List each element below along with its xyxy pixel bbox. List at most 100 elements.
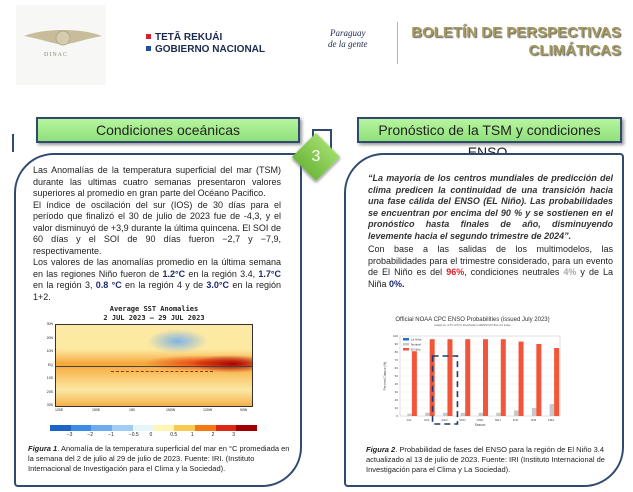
page-number: 3 [311,148,321,165]
x-tick-label: FMA [548,418,554,422]
legend-label: Neutral [411,343,421,347]
bar-el-nino [483,339,488,416]
right-panel [344,153,624,487]
bar-el-nino [500,339,506,416]
left-panel [14,153,302,487]
bar-neutral [425,412,430,416]
colorbar-swatch [70,425,92,431]
colorbar-label: 0 [149,432,153,438]
y-tick-label: 70 [395,358,399,362]
colorbar-label: 2 [211,432,215,438]
colorbar-label: −0.5 [128,432,139,438]
slogan-line2: de la gente [328,39,368,49]
colorbar-swatch [50,425,71,431]
map-lon-labels: 120E 150E 180 150W 120W 90W [55,408,253,414]
lat-label: 30S [46,403,53,407]
colorbar-swatch [194,425,216,431]
x-axis-label: Season [475,423,486,427]
chart-title: Official NOAA CPC ENSO Probabilities (is… [395,317,550,323]
x-tick-label: ASO [441,418,448,422]
y-tick-label: 50 [395,374,399,378]
lon-label: 120E [55,408,64,412]
y-tick-label: 40 [395,382,399,386]
divider [397,22,398,64]
paragraph: Las Anomalías de la temperatura superfic… [33,165,281,198]
legend-swatch [403,348,409,351]
right-body-text: Con base a las salidas de los multimodel… [368,244,614,289]
chart-header: Official NOAA CPC ENSO Probabilities (is… [385,317,560,327]
bar-neutral [531,408,537,416]
bar-neutral [496,412,501,416]
lat-label: 20N [46,335,53,340]
government-logo: TETÃ REKUÁI GOBIERNO NACIONAL [146,32,265,56]
y-tick-label: 60 [395,366,399,370]
paragraph: Los valores de las anomalías promedio en… [33,257,281,302]
y-tick-label: 10 [395,406,399,410]
title-line1: BOLETÍN DE PERSPECTIVAS [411,24,621,41]
x-tick-label: DJF [513,418,519,422]
bar-neutral [514,410,519,416]
left-body-text: Las Anomalías de la temperatura superfic… [33,165,281,303]
colorbar-label: 0.5 [170,432,178,438]
lon-label: 90W [240,408,248,412]
logo-text: DINAC [44,52,68,58]
map-dates: 2 JUL 2023 — 29 JUL 2023 [103,314,205,322]
legend-label: El Niño [411,348,421,352]
y-tick-label: 90 [395,342,399,346]
y-tick-label: 20 [395,398,399,402]
colorbar-labels: −3 −2 −1 −0.5 0 0.5 1 2 3 [50,432,257,440]
map-lat-labels: 30N 20N 10N EQ 10S 20S 30S [40,322,54,408]
slogan: Paraguay de la gente [328,28,368,50]
lat-label: 20S [46,389,53,394]
slogan-line1: Paraguay [330,28,366,38]
colorbar-label: 1 [190,432,194,438]
colorbar-label: 3 [232,432,236,438]
figure1-caption: Figura 1. Anomalía de la temperatura sup… [28,444,290,473]
gov-line1: TETÃ REKUÁI [155,32,223,43]
y-tick-label: 0 [396,414,398,418]
lon-label: 180 [129,408,135,412]
lat-label: 10S [46,376,53,380]
colorbar-swatch [132,425,154,431]
bracket-decoration [0,134,14,152]
colorbar-label: −3 [66,432,73,438]
bulletin-title: BOLETÍN DE PERSPECTIVAS CLIMÁTICAS [411,24,621,60]
bar-neutral [442,412,448,416]
y-tick-label: 100 [393,334,398,338]
bar-el-nino [465,339,471,416]
colorbar-swatch [112,425,133,431]
bar-el-nino [554,348,560,416]
paragraph: El índice de oscilación del sur (IOS) de… [33,199,281,256]
x-tick-label: JAS [424,418,430,422]
x-tick-label: SON [459,418,466,422]
legend-label: La Niña [411,338,422,342]
lon-label: 150E [92,408,101,412]
title-line2: CLIMÁTICAS [528,42,622,59]
sst-anomaly-map [55,324,253,407]
bar-el-nino [411,351,417,416]
enso-probability-chart: 0 10 20 30 40 50 60 70 80 90 100 JJA JAS ASO SON OND NDJ… [383,334,561,427]
section-title-left: Condiciones oceánicas [36,117,300,143]
quote-text: “La mayoría de los centros mundiales de … [368,173,613,241]
bar-el-nino [518,341,524,416]
map-title: Average SST Anomalies 2 JUL 2023 — 29 JUL… [55,305,253,323]
colorbar [50,425,258,431]
y-tick-label: 30 [395,390,399,394]
x-tick-label: OND [477,418,485,422]
colorbar-label: −1 [108,432,114,438]
lat-label: 30N [46,322,53,326]
lon-label: 150W [166,408,176,412]
legend-swatch [403,338,409,341]
colorbar-swatch [215,425,237,431]
section-title-right: Pronóstico de la TSM y condiciones ENSO. [357,117,622,160]
y-tick-label: 80 [395,350,399,354]
colorbar-swatch [153,425,175,431]
wings-emblem-icon [24,30,102,46]
figure2-caption: Figura 2. Probabilidad de fases del ENSO… [366,445,605,474]
bar-neutral [407,413,412,416]
bar-neutral [549,404,555,416]
y-axis-label: Percent Chance (%) [383,362,387,391]
bar-neutral [460,412,466,416]
gov-line2: GOBIERNO NACIONAL [155,44,265,55]
legend-swatch [403,343,409,346]
